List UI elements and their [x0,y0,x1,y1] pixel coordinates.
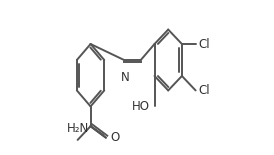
Text: O: O [110,131,120,144]
Text: Cl: Cl [199,38,210,51]
Text: HO: HO [132,100,150,113]
Text: N: N [121,71,129,84]
Text: Cl: Cl [199,84,210,97]
Text: H₂N: H₂N [67,122,89,135]
